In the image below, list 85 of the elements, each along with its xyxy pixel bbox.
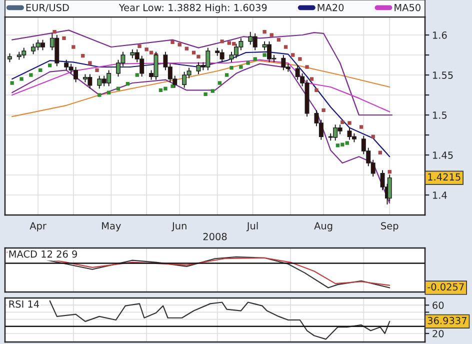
point [340, 142, 344, 146]
point [95, 68, 99, 72]
point [310, 77, 314, 81]
point [291, 53, 295, 57]
point [270, 33, 274, 37]
x-tick-label: Sep [381, 222, 398, 232]
point [196, 54, 200, 58]
point [224, 73, 229, 77]
text: 36.9337 [428, 316, 466, 324]
y-tick-label: 1.4 [433, 192, 447, 199]
point [371, 134, 375, 138]
text: 1.4215 [428, 173, 460, 181]
point [20, 77, 24, 81]
chart-title: RSI 14 [9, 300, 40, 308]
point [262, 30, 266, 34]
text: EUR/USD [26, 4, 69, 12]
point [135, 73, 139, 77]
legend-label: MA20 [318, 4, 344, 12]
point [144, 48, 148, 52]
point [336, 144, 340, 148]
point [106, 90, 111, 94]
point [158, 88, 163, 92]
point [98, 93, 102, 97]
point [246, 61, 250, 65]
point [239, 65, 243, 69]
point [284, 45, 288, 49]
point [52, 30, 56, 34]
point [253, 57, 257, 61]
point [72, 45, 76, 49]
point [359, 125, 364, 129]
y-tick-label: 60 [432, 302, 444, 309]
point [230, 66, 234, 70]
point [348, 121, 352, 125]
point [345, 141, 349, 145]
point [276, 38, 281, 42]
point [378, 150, 382, 154]
point [314, 88, 318, 92]
point [138, 44, 142, 48]
candlestick [387, 174, 392, 202]
point [126, 82, 130, 86]
y-tick-label: 1.45 [433, 152, 453, 159]
point [170, 40, 174, 44]
point [48, 64, 52, 68]
point [305, 65, 309, 69]
point [149, 50, 154, 54]
point [116, 86, 120, 90]
point [192, 50, 196, 54]
point [81, 54, 85, 58]
x-tick-label: May [102, 222, 121, 232]
x-tick-label: Apr [30, 222, 46, 232]
point [227, 41, 231, 45]
point [10, 81, 14, 85]
point [232, 42, 236, 46]
point [220, 40, 224, 44]
point [388, 170, 392, 174]
y-tick-label: 1.55 [433, 72, 453, 79]
y-tick-label: 1.6 [433, 31, 447, 39]
point [178, 42, 182, 46]
y-tick-label: 1.5 [433, 112, 447, 119]
point [298, 57, 302, 61]
text: Year Low: 1.3882 High: 1.6039 [118, 4, 267, 14]
point [164, 86, 168, 90]
line-series [49, 300, 390, 340]
x-tick-label: Jul [246, 222, 258, 232]
point [218, 81, 222, 85]
point [88, 61, 92, 65]
x-axis-title: 2008 [203, 232, 227, 240]
point [38, 68, 42, 72]
point [29, 73, 33, 77]
y-tick-label: 20 [432, 330, 444, 338]
x-tick-label: Jun [172, 222, 186, 232]
point [262, 53, 266, 57]
point [170, 84, 174, 88]
line-series [12, 30, 393, 116]
line-series [12, 63, 390, 204]
point [322, 108, 326, 112]
point [184, 46, 189, 50]
legend-label: MA50 [394, 4, 420, 12]
point [204, 92, 208, 96]
text: -0.0257 [428, 283, 464, 291]
point [62, 36, 66, 40]
chart-title: MACD 12 26 9 [9, 250, 78, 258]
point [340, 120, 344, 124]
x-tick-label: Aug [314, 222, 332, 232]
point [210, 89, 214, 93]
